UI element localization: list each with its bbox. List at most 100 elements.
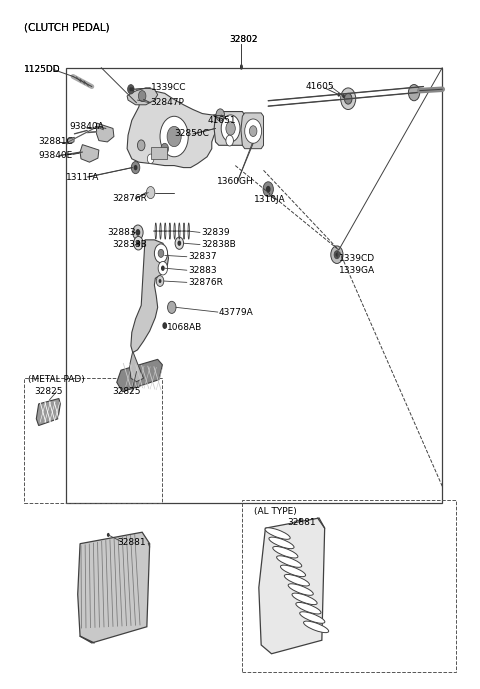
Text: 32883: 32883 (108, 228, 136, 237)
Circle shape (342, 94, 345, 98)
Circle shape (168, 301, 176, 313)
Text: 1360GH: 1360GH (216, 176, 253, 185)
Text: 1339CC: 1339CC (151, 83, 186, 92)
Text: 93840E: 93840E (39, 151, 73, 160)
Text: 32881: 32881 (287, 517, 316, 526)
Text: 93840A: 93840A (70, 122, 105, 131)
Circle shape (132, 88, 134, 92)
Text: 32838B: 32838B (202, 240, 236, 249)
Circle shape (162, 322, 167, 329)
Polygon shape (117, 360, 162, 392)
Text: 32837: 32837 (188, 252, 217, 261)
Polygon shape (131, 240, 168, 353)
Circle shape (331, 246, 343, 263)
Ellipse shape (296, 602, 321, 614)
Ellipse shape (292, 593, 317, 605)
Ellipse shape (284, 575, 310, 586)
Polygon shape (67, 137, 74, 144)
Text: 32883: 32883 (188, 266, 217, 275)
Circle shape (146, 187, 155, 198)
Text: 32825: 32825 (34, 387, 62, 396)
Circle shape (337, 92, 340, 96)
Circle shape (156, 276, 164, 287)
Text: 32839: 32839 (202, 228, 230, 237)
Polygon shape (36, 398, 60, 426)
Circle shape (408, 85, 420, 101)
Circle shape (226, 122, 235, 135)
Text: (AL TYPE): (AL TYPE) (254, 508, 297, 517)
Text: 32825: 32825 (112, 387, 141, 396)
Bar (242, 500, 456, 672)
Circle shape (138, 91, 146, 101)
Ellipse shape (288, 584, 313, 595)
Text: (CLUTCH PEDAL): (CLUTCH PEDAL) (24, 22, 109, 32)
Circle shape (334, 251, 340, 259)
Circle shape (136, 240, 140, 246)
Circle shape (299, 518, 301, 522)
Circle shape (175, 237, 183, 249)
Text: 1125DD: 1125DD (24, 65, 60, 74)
Circle shape (240, 65, 243, 70)
Circle shape (158, 249, 164, 258)
Circle shape (161, 143, 168, 154)
Text: 32850C: 32850C (174, 130, 209, 138)
Polygon shape (96, 123, 114, 142)
Circle shape (161, 265, 165, 271)
Text: 1310JA: 1310JA (254, 195, 286, 204)
Circle shape (341, 88, 356, 110)
Polygon shape (78, 532, 150, 643)
Text: (METAL PAD): (METAL PAD) (28, 375, 85, 384)
Ellipse shape (273, 546, 298, 558)
Text: 32847P: 32847P (151, 99, 184, 107)
Circle shape (130, 88, 132, 92)
Polygon shape (130, 351, 144, 382)
Text: 43779A: 43779A (219, 307, 253, 316)
Circle shape (158, 261, 168, 275)
Ellipse shape (300, 612, 325, 624)
Text: 1339GA: 1339GA (339, 266, 375, 275)
Text: 32881C: 32881C (39, 137, 73, 147)
Circle shape (226, 135, 233, 146)
Circle shape (178, 240, 181, 246)
Polygon shape (214, 112, 246, 145)
Circle shape (345, 93, 352, 104)
Text: 1125DD: 1125DD (24, 65, 60, 74)
Circle shape (160, 116, 188, 157)
Text: 32876R: 32876R (188, 278, 223, 287)
Text: 1339CD: 1339CD (339, 254, 375, 263)
Ellipse shape (303, 621, 329, 633)
Text: 32876R: 32876R (112, 194, 147, 203)
Circle shape (266, 186, 271, 193)
Circle shape (250, 125, 257, 136)
Circle shape (134, 236, 143, 250)
Circle shape (134, 165, 137, 170)
Bar (24, 378, 162, 503)
Circle shape (263, 182, 274, 196)
Circle shape (158, 279, 161, 283)
Ellipse shape (265, 528, 290, 539)
Ellipse shape (276, 556, 302, 567)
Ellipse shape (269, 537, 294, 548)
Polygon shape (127, 92, 221, 167)
Polygon shape (80, 145, 99, 162)
Circle shape (132, 161, 140, 174)
Text: 32802: 32802 (229, 35, 258, 44)
Circle shape (240, 64, 243, 68)
Ellipse shape (280, 565, 306, 577)
Bar (66, 68, 442, 503)
Circle shape (147, 154, 154, 163)
Circle shape (135, 229, 140, 236)
Circle shape (216, 109, 225, 121)
Polygon shape (259, 518, 324, 654)
Text: 32838B: 32838B (112, 240, 147, 249)
Circle shape (336, 253, 338, 257)
Circle shape (155, 244, 168, 263)
Polygon shape (151, 147, 167, 158)
Text: 1311FA: 1311FA (66, 172, 99, 181)
Text: 1068AB: 1068AB (167, 323, 203, 332)
Text: 32881: 32881 (118, 538, 146, 547)
Circle shape (221, 115, 240, 142)
Circle shape (245, 119, 262, 143)
Text: (CLUTCH PEDAL): (CLUTCH PEDAL) (24, 22, 109, 32)
Circle shape (128, 85, 134, 94)
